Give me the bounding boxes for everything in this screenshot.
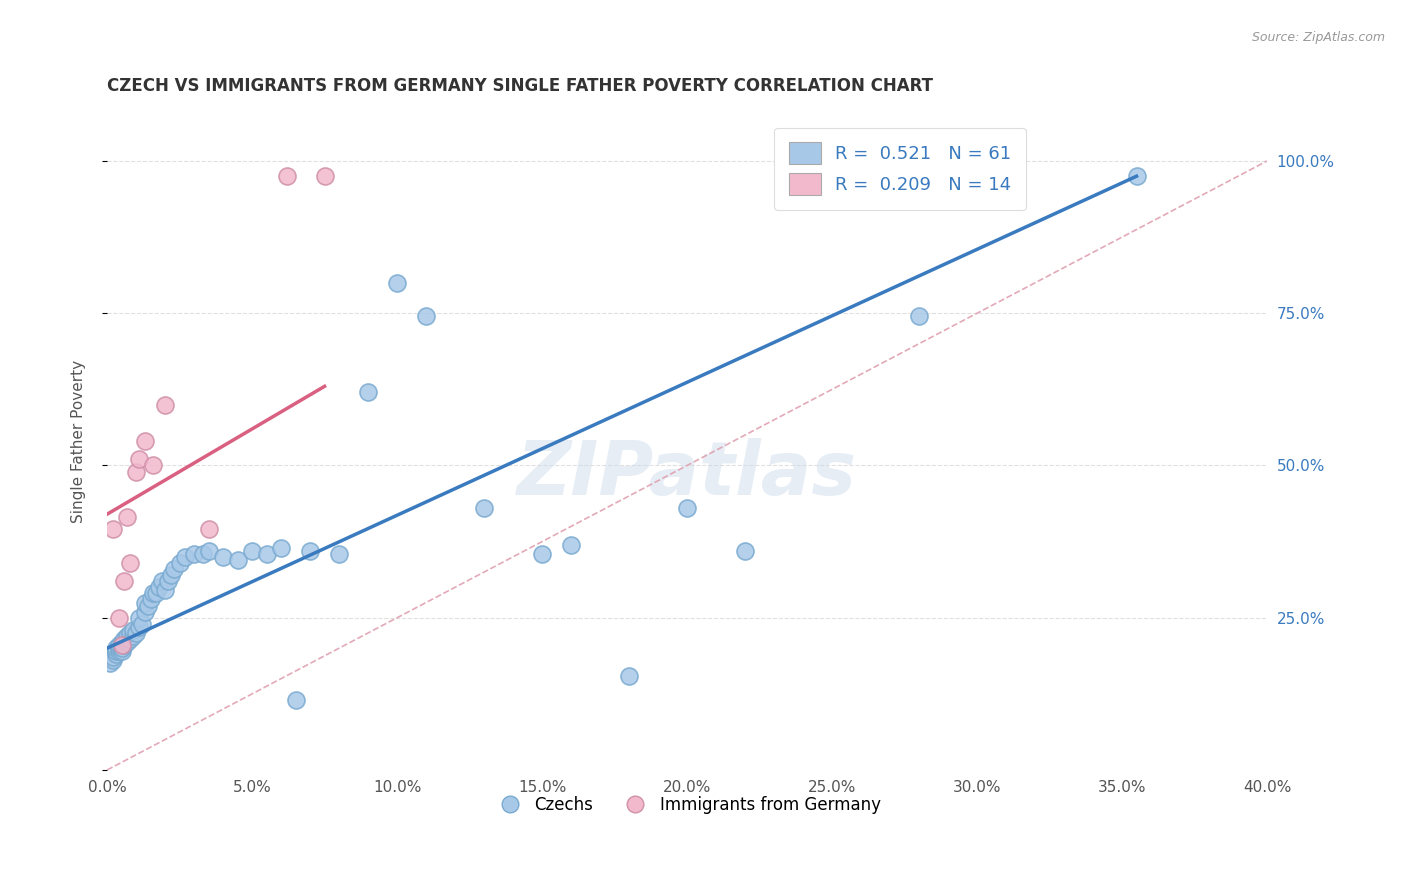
Point <box>148 580 170 594</box>
Point <box>174 549 197 564</box>
Point <box>150 574 173 589</box>
Point <box>1125 169 1147 184</box>
Point <box>122 623 145 637</box>
Point <box>153 583 176 598</box>
Point <box>117 635 139 649</box>
Point <box>531 547 554 561</box>
Point <box>131 616 153 631</box>
Point <box>145 586 167 600</box>
Point <box>117 632 139 646</box>
Point <box>128 452 150 467</box>
Point <box>472 501 495 516</box>
Point <box>617 668 640 682</box>
Point <box>284 693 307 707</box>
Point <box>122 629 145 643</box>
Point <box>256 547 278 561</box>
Point <box>101 653 124 667</box>
Point <box>908 310 931 324</box>
Point <box>107 638 129 652</box>
Point <box>156 574 179 589</box>
Text: Source: ZipAtlas.com: Source: ZipAtlas.com <box>1251 31 1385 45</box>
Point <box>276 169 298 184</box>
Point <box>110 638 132 652</box>
Point <box>120 626 142 640</box>
Point <box>183 547 205 561</box>
Point <box>98 657 121 671</box>
Point <box>734 543 756 558</box>
Point <box>117 510 139 524</box>
Y-axis label: Single Father Poverty: Single Father Poverty <box>72 359 86 523</box>
Point <box>134 595 156 609</box>
Text: ZIPatlas: ZIPatlas <box>517 437 858 510</box>
Point <box>226 553 249 567</box>
Point <box>136 599 159 613</box>
Text: CZECH VS IMMIGRANTS FROM GERMANY SINGLE FATHER POVERTY CORRELATION CHART: CZECH VS IMMIGRANTS FROM GERMANY SINGLE … <box>107 78 934 95</box>
Point <box>114 632 136 646</box>
Point <box>676 501 699 516</box>
Point <box>212 549 235 564</box>
Point <box>101 523 124 537</box>
Point <box>114 638 136 652</box>
Point <box>314 169 336 184</box>
Point <box>110 641 132 656</box>
Point <box>110 644 132 658</box>
Point <box>117 629 139 643</box>
Point <box>560 538 582 552</box>
Point <box>128 620 150 634</box>
Point <box>134 434 156 449</box>
Point <box>299 543 322 558</box>
Point <box>101 650 124 665</box>
Legend: Czechs, Immigrants from Germany: Czechs, Immigrants from Germany <box>486 789 887 821</box>
Point <box>191 547 214 561</box>
Point <box>107 644 129 658</box>
Point <box>104 641 127 656</box>
Point <box>125 465 148 479</box>
Point <box>114 574 136 589</box>
Point <box>110 635 132 649</box>
Point <box>160 568 183 582</box>
Point <box>357 385 380 400</box>
Point <box>169 556 191 570</box>
Point <box>142 586 165 600</box>
Point <box>385 276 408 290</box>
Point <box>107 611 129 625</box>
Point <box>139 592 162 607</box>
Point <box>163 562 186 576</box>
Point <box>240 543 263 558</box>
Point <box>270 541 292 555</box>
Point <box>134 605 156 619</box>
Point <box>120 632 142 646</box>
Point <box>120 556 142 570</box>
Point <box>128 611 150 625</box>
Point <box>142 458 165 473</box>
Point <box>197 523 219 537</box>
Point <box>107 641 129 656</box>
Point <box>153 398 176 412</box>
Point <box>328 547 350 561</box>
Point <box>415 310 437 324</box>
Point <box>125 626 148 640</box>
Point <box>104 644 127 658</box>
Point <box>197 543 219 558</box>
Point <box>104 648 127 662</box>
